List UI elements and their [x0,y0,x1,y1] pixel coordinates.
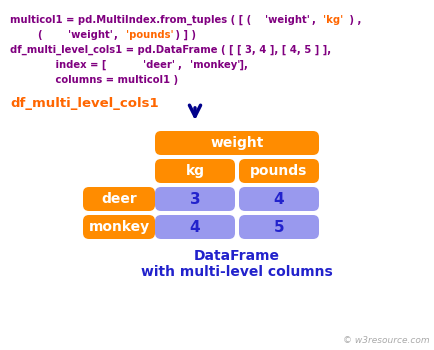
Text: deer: deer [101,192,137,206]
Text: index = [: index = [ [10,60,110,70]
Text: 'pounds': 'pounds' [126,30,174,40]
Text: (: ( [10,30,46,40]
Text: © w3resource.com: © w3resource.com [343,336,430,345]
FancyBboxPatch shape [155,159,235,183]
FancyBboxPatch shape [155,187,235,211]
FancyBboxPatch shape [83,187,155,211]
FancyBboxPatch shape [155,215,235,239]
Text: 'deer': 'deer' [143,60,175,70]
FancyBboxPatch shape [239,159,319,183]
Text: ],: ], [236,60,248,70]
Text: 3: 3 [190,191,201,206]
FancyBboxPatch shape [155,131,319,155]
Text: ,: , [178,60,186,70]
Text: ) ] ): ) ] ) [172,30,197,40]
FancyBboxPatch shape [83,215,155,239]
Text: columns = multicol1 ): columns = multicol1 ) [10,75,178,85]
Text: kg: kg [185,164,204,178]
Text: ) ,: ) , [346,15,362,25]
Text: 'weight': 'weight' [68,30,113,40]
Text: DataFrame: DataFrame [194,249,280,263]
Text: with multi-level columns: with multi-level columns [141,265,333,279]
Text: weight: weight [210,136,264,150]
Text: pounds: pounds [250,164,308,178]
FancyBboxPatch shape [239,187,319,211]
Text: 'weight': 'weight' [265,15,310,25]
Text: ,: , [312,15,319,25]
Text: df_multi_level_cols1: df_multi_level_cols1 [10,97,158,110]
Text: 'kg': 'kg' [323,15,343,25]
Text: 'monkey': 'monkey' [190,60,240,70]
FancyBboxPatch shape [239,215,319,239]
Text: ,: , [115,30,122,40]
Text: 5: 5 [274,219,284,234]
Text: 4: 4 [274,191,284,206]
Text: df_multi_level_cols1 = pd.DataFrame ( [ [ 3, 4 ], [ 4, 5 ] ],: df_multi_level_cols1 = pd.DataFrame ( [ … [10,45,331,55]
Text: 4: 4 [190,219,201,234]
Text: monkey: monkey [89,220,150,234]
Text: multicol1 = pd.MultiIndex.from_tuples ( [ (: multicol1 = pd.MultiIndex.from_tuples ( … [10,15,255,25]
